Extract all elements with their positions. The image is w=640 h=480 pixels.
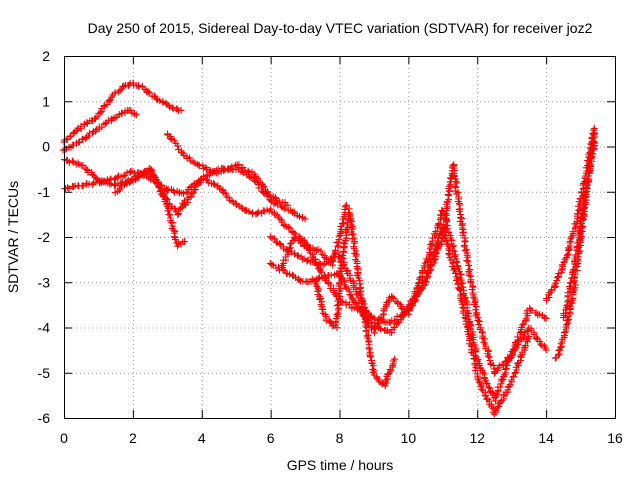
y-tick-labels: -6 -5 -4 -3 -2 -1 0 1 2 [38,48,51,426]
y-tick-label-8: 2 [42,48,50,64]
y-tick-label-7: 1 [42,93,50,109]
y-tick-label-2: -4 [38,320,51,336]
y-tick-label-5: -1 [38,184,51,200]
series-track-6 [164,130,292,209]
y-tick-label-3: -3 [38,274,51,290]
y-tick-label-4: -2 [38,229,51,245]
x-tick-labels: 0 2 4 6 8 10 12 14 16 [60,430,623,446]
series-track-5 [111,165,189,250]
y-axis-label: SDTVAR / TECUs [5,181,21,293]
x-axis-label: GPS time / hours [287,457,394,473]
x-tick-label-2: 4 [198,430,206,446]
x-tick-label-4: 8 [336,430,344,446]
chart-title: Day 250 of 2015, Sidereal Day-to-day VTE… [88,20,593,36]
y-tick-label-1: -5 [38,365,51,381]
series-track-13 [542,124,598,304]
series-track-7 [181,161,550,377]
x-tick-label-0: 0 [60,430,68,446]
x-tick-label-3: 6 [267,430,275,446]
series-track-11 [277,201,350,272]
x-tick-label-8: 16 [607,430,623,446]
y-tick-label-0: -6 [38,410,51,426]
data-series [59,79,599,418]
x-tick-label-1: 2 [129,430,137,446]
y-tick-label-6: 0 [42,139,50,155]
series-track-10 [311,205,399,390]
x-tick-label-5: 10 [401,430,417,446]
axis-ticks [64,56,616,419]
x-tick-label-7: 14 [538,430,554,446]
series-track-14 [559,138,599,322]
x-tick-label-6: 12 [469,430,485,446]
